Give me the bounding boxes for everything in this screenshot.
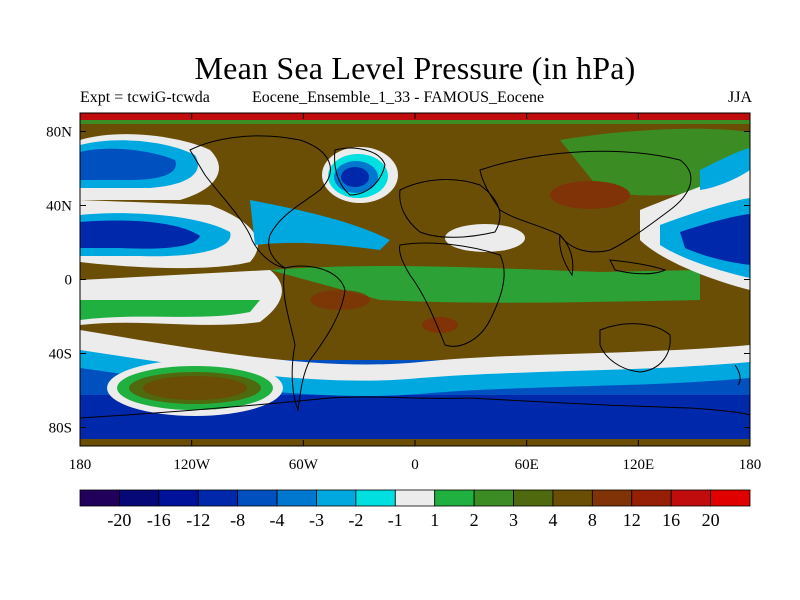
pressure-field xyxy=(80,113,750,446)
x-tick-label: 120W xyxy=(173,457,211,473)
colorbar-swatch xyxy=(197,489,239,507)
coastlines xyxy=(80,135,750,419)
colorbar-swatch xyxy=(552,489,593,507)
colorbar-label: 8 xyxy=(588,510,597,530)
colorbar: -20 -16 -12 -8 -4 -3 -2 -1 1 2 3 4 8 12 16 20 xyxy=(79,489,751,530)
colorbar-swatch xyxy=(158,489,199,507)
x-tick-label: 120E xyxy=(622,457,654,473)
ensemble-label: Eocene_Ensemble_1_33 - FAMOUS_Eocene xyxy=(252,89,545,106)
colorbar-swatch xyxy=(710,489,751,507)
x-tick-label: 180 xyxy=(69,457,92,473)
y-tick-label: 40S xyxy=(49,347,72,363)
y-tick-label: 80S xyxy=(49,421,72,437)
colorbar-label: -12 xyxy=(186,510,210,530)
colorbar-swatch xyxy=(237,489,278,507)
colorbar-swatch xyxy=(316,489,357,507)
y-axis: 80N 40N 0 40S 80S xyxy=(46,125,750,437)
colorbar-swatch xyxy=(670,489,711,507)
colorbar-swatch xyxy=(276,489,317,507)
colorbar-swatch xyxy=(355,489,396,507)
x-tick-label: 180 xyxy=(739,457,762,473)
colorbar-label: 3 xyxy=(509,510,518,530)
colorbar-swatch xyxy=(394,489,436,507)
experiment-label: Expt = tcwiG-tcwda xyxy=(80,89,210,106)
colorbar-label: 4 xyxy=(548,510,557,530)
colorbar-swatch xyxy=(473,489,514,507)
colorbar-label: -8 xyxy=(230,510,245,530)
colorbar-swatch xyxy=(434,489,475,507)
colorbar-label: -20 xyxy=(107,510,131,530)
colorbar-label: -16 xyxy=(147,510,171,530)
x-axis: 180 120W 60W 0 60E 120E 180 xyxy=(69,113,762,473)
y-tick-label: 80N xyxy=(46,125,72,141)
x-tick-label: 60W xyxy=(289,457,319,473)
colorbar-label: 12 xyxy=(623,510,641,530)
colorbar-label: 2 xyxy=(470,510,479,530)
y-tick-label: 0 xyxy=(65,273,73,289)
season-label: JJA xyxy=(727,89,752,106)
colorbar-label: -2 xyxy=(348,510,363,530)
colorbar-label: -3 xyxy=(309,510,324,530)
colorbar-label: -1 xyxy=(388,510,403,530)
x-tick-label: 0 xyxy=(411,457,419,473)
colorbar-label: -4 xyxy=(270,510,285,530)
colorbar-swatch xyxy=(79,489,120,507)
map-title: Mean Sea Level Pressure (in hPa) xyxy=(194,50,636,86)
colorbar-swatch xyxy=(513,489,554,507)
y-tick-label: 40N xyxy=(46,199,72,215)
colorbar-label: 1 xyxy=(430,510,439,530)
colorbar-label: 16 xyxy=(662,510,680,530)
colorbar-swatch xyxy=(119,489,160,507)
colorbar-label: 20 xyxy=(702,510,720,530)
colorbar-swatch xyxy=(631,489,672,507)
colorbar-swatch xyxy=(591,489,633,507)
x-tick-label: 60E xyxy=(515,457,539,473)
